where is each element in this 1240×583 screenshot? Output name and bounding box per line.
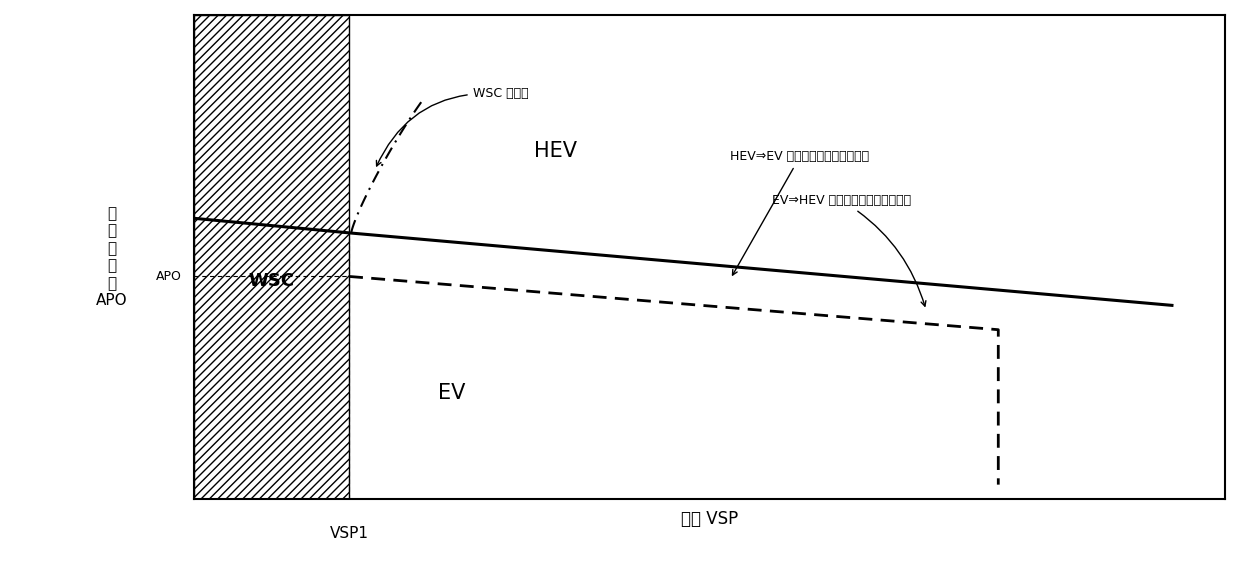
Text: EV⇒HEV 切换线（发动机起动线）: EV⇒HEV 切换线（发动机起动线） xyxy=(771,194,926,306)
Text: VSP1: VSP1 xyxy=(330,526,368,541)
Text: APO: APO xyxy=(156,270,182,283)
Text: 加
速
器
开
度
APO: 加 速 器 开 度 APO xyxy=(97,206,128,308)
Text: EV: EV xyxy=(439,382,466,403)
Bar xyxy=(195,15,350,499)
Text: HEV: HEV xyxy=(533,141,577,160)
Text: WSC: WSC xyxy=(249,272,295,290)
Text: HEV⇒EV 切换线（发动机停止线）: HEV⇒EV 切换线（发动机停止线） xyxy=(730,150,869,275)
Text: WSC 切换线: WSC 切换线 xyxy=(377,87,528,166)
X-axis label: 车速 VSP: 车速 VSP xyxy=(681,510,738,528)
